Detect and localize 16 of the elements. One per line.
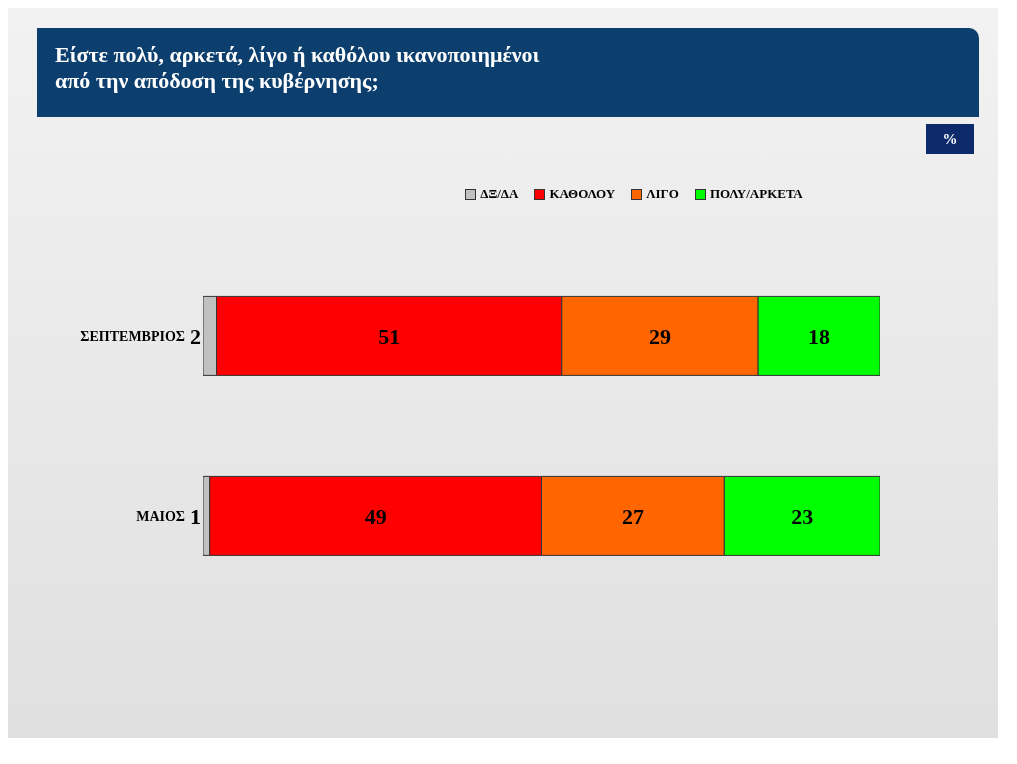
text: %: [926, 124, 974, 154]
legend-label: ΛΙΓΟ: [646, 186, 679, 202]
data-label: 49: [364, 503, 387, 529]
chart-title: Είστε πολύ, αρκετά, λίγο ή καθόλου ικανοποιημένοι από την απόδοση της κυβέρνησης;: [37, 28, 979, 117]
legend-label: ΔΞ/ΔΑ: [480, 186, 519, 202]
data-label: 23: [791, 503, 814, 529]
y-tick-label: ΜΑΙΟΣ: [136, 508, 185, 524]
data-label: 51: [378, 323, 401, 349]
legend-label: ΚΑΘΟΛΟΥ: [549, 186, 616, 202]
data-label: 1: [190, 503, 201, 529]
data-label: 2: [190, 323, 201, 349]
y-tick-label: ΣΕΠΤΕΜΒΡΙΟΣ: [80, 328, 185, 344]
data-label: 18: [808, 323, 831, 349]
data-label: 27: [621, 503, 644, 529]
legend-label: ΠΟΛΥ/ΑΡΚΕΤΑ: [709, 186, 803, 202]
data-label: 29: [648, 323, 671, 349]
